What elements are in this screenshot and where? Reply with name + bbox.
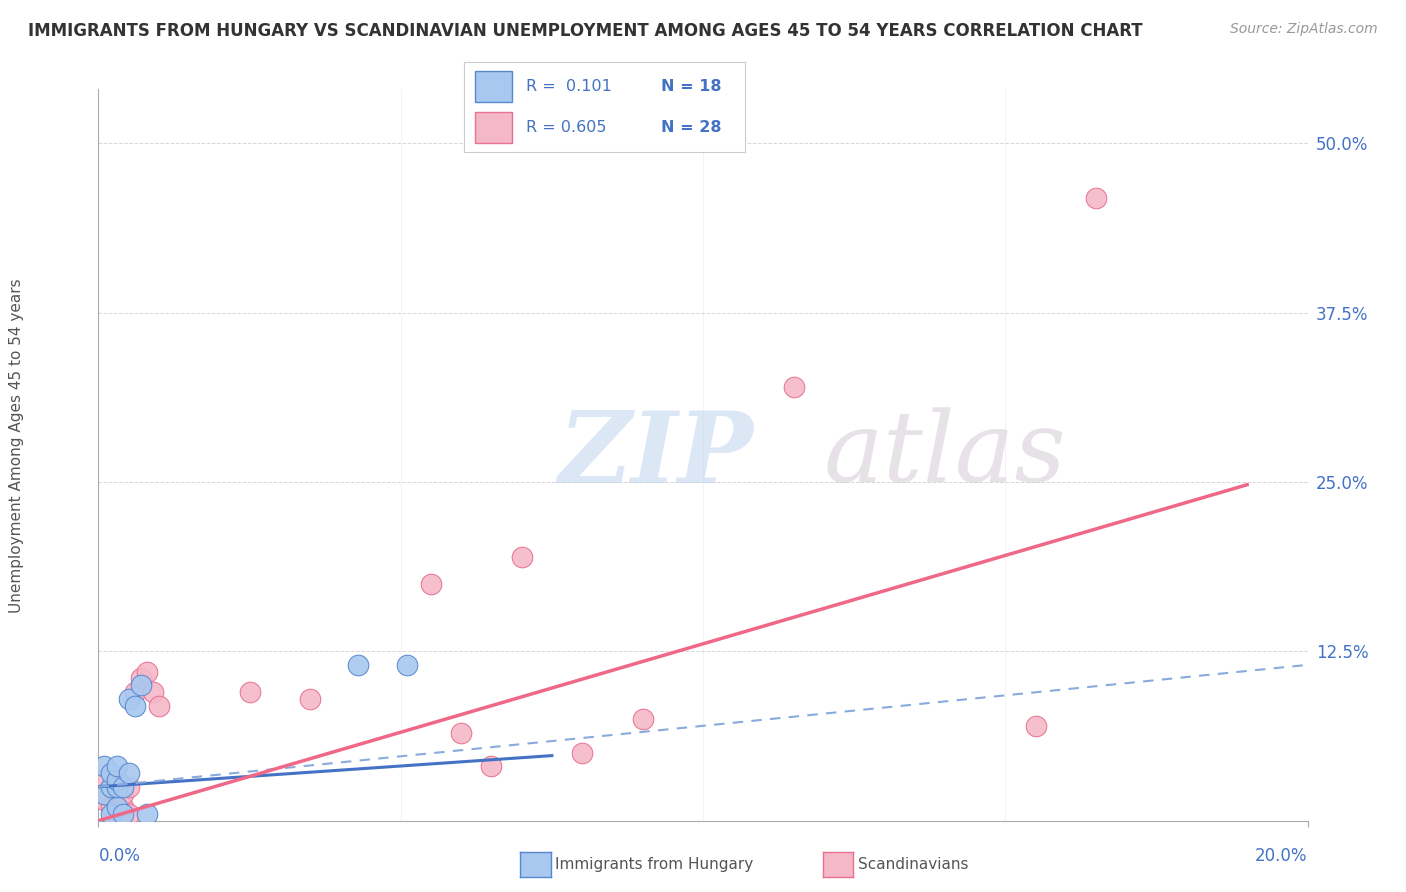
Point — [111, 780, 134, 794]
Point — [450, 725, 472, 739]
Text: R =  0.101: R = 0.101 — [526, 79, 612, 94]
Point — [105, 793, 128, 807]
Point — [420, 576, 443, 591]
Text: Scandinavians: Scandinavians — [858, 857, 969, 871]
Point — [510, 549, 533, 564]
Point — [395, 657, 418, 672]
Point — [135, 806, 157, 821]
Point — [481, 759, 503, 773]
Point — [239, 685, 262, 699]
Point — [105, 772, 128, 787]
Point — [148, 698, 170, 713]
Text: Immigrants from Hungary: Immigrants from Hungary — [555, 857, 754, 871]
Text: atlas: atlas — [824, 408, 1067, 502]
Text: ZIP: ZIP — [558, 407, 752, 503]
Text: 20.0%: 20.0% — [1256, 847, 1308, 865]
Text: R = 0.605: R = 0.605 — [526, 120, 606, 135]
Point — [299, 691, 322, 706]
Point — [100, 800, 122, 814]
Point — [1085, 190, 1108, 204]
Point — [118, 766, 141, 780]
Point — [129, 678, 152, 692]
Point — [105, 780, 128, 794]
Point — [93, 772, 115, 787]
Point — [111, 800, 134, 814]
Point — [111, 806, 134, 821]
Text: N = 28: N = 28 — [661, 120, 721, 135]
Point — [93, 793, 115, 807]
Point — [105, 759, 128, 773]
Point — [105, 800, 128, 814]
Point — [135, 665, 157, 679]
Point — [783, 380, 806, 394]
Point — [142, 685, 165, 699]
Point — [100, 780, 122, 794]
Text: N = 18: N = 18 — [661, 79, 721, 94]
Text: IMMIGRANTS FROM HUNGARY VS SCANDINAVIAN UNEMPLOYMENT AMONG AGES 45 TO 54 YEARS C: IMMIGRANTS FROM HUNGARY VS SCANDINAVIAN … — [28, 22, 1143, 40]
Point — [631, 712, 654, 726]
Point — [124, 698, 146, 713]
Point — [118, 806, 141, 821]
Text: Source: ZipAtlas.com: Source: ZipAtlas.com — [1230, 22, 1378, 37]
Point — [571, 746, 593, 760]
Point — [93, 787, 115, 801]
Text: 0.0%: 0.0% — [98, 847, 141, 865]
Point — [105, 806, 128, 821]
Point — [118, 780, 141, 794]
Point — [124, 685, 146, 699]
Point — [347, 657, 370, 672]
Point — [111, 787, 134, 801]
Bar — [475, 112, 512, 143]
Point — [1024, 719, 1046, 733]
Point — [93, 759, 115, 773]
Point — [105, 787, 128, 801]
Bar — [475, 71, 512, 102]
Point — [100, 780, 122, 794]
Point — [100, 806, 122, 821]
Point — [100, 766, 122, 780]
Text: Unemployment Among Ages 45 to 54 years: Unemployment Among Ages 45 to 54 years — [10, 278, 24, 614]
Point — [129, 672, 152, 686]
Point — [118, 691, 141, 706]
Point — [105, 772, 128, 787]
